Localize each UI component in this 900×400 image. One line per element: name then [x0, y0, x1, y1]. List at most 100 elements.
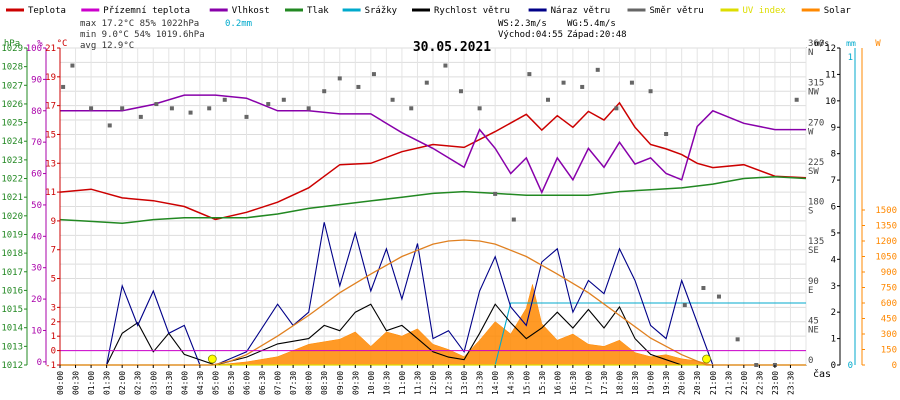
wind-direction-point [356, 84, 361, 89]
direction-compass-label: NE [808, 325, 819, 335]
x-tick-label: 13:00 [460, 371, 469, 395]
x-tick-label: 03:30 [165, 371, 174, 395]
axes: 00:00 00:30 01:00 01:30 02:00 02:30 03:00 03:30… [1, 39, 897, 395]
wind-direction-point [424, 80, 429, 85]
x-tick-label: 20:30 [693, 371, 702, 395]
x-tick-label: 20:00 [678, 371, 687, 395]
wind-direction-point [458, 89, 463, 94]
wind-direction-point [511, 217, 516, 222]
x-tick-label: 00:30 [72, 371, 81, 395]
wind-direction-point [322, 89, 327, 94]
solar-series [60, 284, 806, 366]
direction-compass-label: S [808, 207, 813, 217]
wind-direction-point [546, 97, 551, 102]
pressure-tick-label: 1025 [1, 119, 23, 129]
wind-tick-label: 4 [831, 255, 836, 265]
direction-tick-label: 315 [808, 79, 824, 89]
wind-direction-point [222, 97, 227, 102]
stat-rain: 0.2mm [225, 19, 252, 29]
wind-direction-point [138, 114, 143, 119]
x-tick-label: 16:30 [569, 371, 578, 395]
pressure-tick-label: 1024 [1, 137, 23, 147]
solar-tick-label: 450 [881, 315, 897, 325]
temperature-tick-label: 11 [45, 188, 56, 198]
humidity-tick-label: 0 [37, 358, 42, 368]
pressure-tick-label: 1013 [1, 342, 23, 352]
wind-direction-point [561, 80, 566, 85]
stat-avg: avg 12.9°C [80, 41, 134, 51]
x-tick-label: 07:30 [289, 371, 298, 395]
sun-marker [702, 354, 711, 364]
x-tick-label: 10:30 [382, 371, 391, 395]
x-tick-label: 07:00 [274, 371, 283, 395]
x-tick-label: 12:30 [445, 371, 454, 395]
direction-tick-label: 0 [808, 356, 813, 366]
x-tick-label: 06:30 [258, 371, 267, 395]
x-tick-label: 01:30 [103, 371, 112, 395]
vlhkost-line [60, 94, 806, 195]
x-tick-label: 14:00 [491, 371, 500, 395]
direction-compass-label: SE [808, 246, 819, 256]
x-tick-label: 21:30 [724, 371, 733, 395]
x-tick-label: 00:00 [56, 371, 65, 395]
wind-direction-point [477, 106, 482, 111]
wind-tick-label: 11 [825, 70, 836, 80]
x-tick-label: 23:30 [786, 371, 795, 395]
stat-wind-gust: WG:5.4m/s [567, 19, 616, 29]
wind-tick-label: 6 [831, 203, 836, 213]
x-tick-label: 02:30 [134, 371, 143, 395]
temperature-tick-label: 5 [51, 275, 56, 285]
temperature-tick-label: 21 [45, 44, 56, 54]
legend-label-teplota: Teplota [28, 6, 66, 16]
wind-direction-point [120, 106, 125, 111]
wind-direction-point [614, 106, 619, 111]
x-tick-label: 09:00 [336, 371, 345, 395]
legend-label-sr-ky: Srážky [365, 6, 398, 16]
x-tick-label: 17:00 [584, 371, 593, 395]
direction-compass-label: NW [808, 88, 819, 98]
x-tick-label: 09:30 [351, 371, 360, 395]
humidity-tick-label: 70 [31, 138, 42, 148]
wind-direction-point [244, 114, 249, 119]
wind-direction-point [169, 106, 174, 111]
wind-tick-label: 10 [825, 97, 836, 107]
x-tick-label: 04:30 [196, 371, 205, 395]
legend-label-solar: Solar [824, 6, 852, 16]
pressure-tick-label: 1026 [1, 100, 23, 110]
temperature-tick-label: 19 [45, 73, 56, 83]
tlak-line [59, 175, 807, 225]
pressure-tick-label: 1029 [1, 44, 23, 54]
x-tick-label: 02:00 [118, 371, 127, 395]
humidity-tick-label: 10 [31, 326, 42, 336]
direction-tick-label: 180 [808, 198, 824, 208]
pressure-tick-label: 1017 [1, 268, 23, 278]
pressure-tick-label: 1015 [1, 305, 23, 315]
x-tick-label: 15:30 [538, 371, 547, 395]
wind-tick-label: 1 [831, 335, 836, 345]
wind-tick-label: 12 [825, 44, 836, 54]
wind-tick-label: 9 [831, 123, 836, 133]
wind-direction-point [595, 67, 600, 72]
legend-label-sm-r-v-tru: Směr větru [650, 6, 704, 16]
x-tick-label: 23:00 [771, 371, 780, 395]
wind-direction-point [281, 97, 286, 102]
direction-compass-label: SW [808, 167, 819, 177]
pressure-tick-label: 1012 [1, 361, 23, 371]
x-tick-label: 03:00 [149, 371, 158, 395]
temperature-tick-label: -1 [45, 361, 56, 371]
wind-tick-label: 2 [831, 308, 836, 318]
wind-direction-point [648, 89, 653, 94]
wind-direction-point [188, 110, 193, 115]
pressure-tick-label: 1022 [1, 175, 23, 185]
solar-tick-label: 1500 [875, 206, 897, 216]
plot-grid [59, 47, 807, 366]
legend-label-uv-index: UV index [743, 6, 787, 16]
wind-axis-unit: m/s [815, 39, 830, 48]
temperature-tick-label: 7 [51, 246, 56, 256]
legend-label-p-zemn-teplota: Přízemní teplota [103, 6, 190, 16]
x-tick-label: 13:30 [476, 371, 485, 395]
teplota-line [59, 101, 807, 221]
wind-direction-point [107, 123, 112, 128]
wind-direction-point [89, 106, 94, 111]
